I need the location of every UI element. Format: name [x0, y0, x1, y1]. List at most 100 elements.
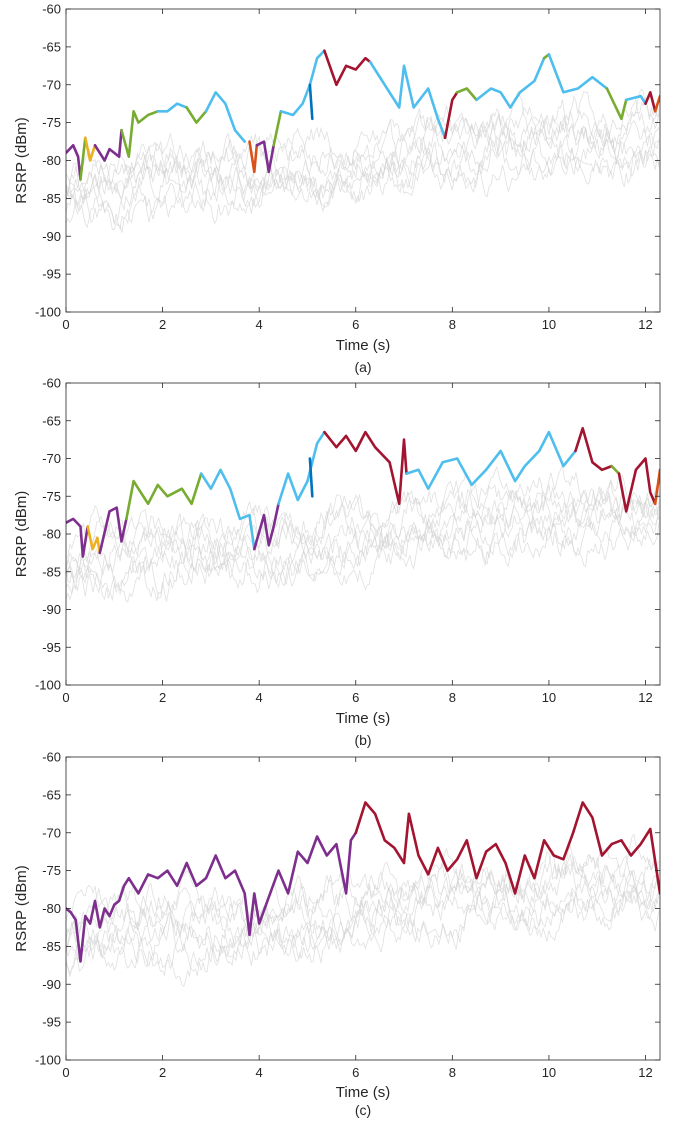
- plot-content: [66, 49, 660, 233]
- y-tick-label: -85: [42, 564, 61, 579]
- background-trace: [66, 477, 660, 591]
- x-tick-label: 6: [352, 1065, 359, 1080]
- series-segment-green: [120, 110, 160, 158]
- series-segment-dark_blue: [308, 457, 314, 498]
- background-trace: [66, 863, 660, 960]
- x-tick-label: 8: [449, 1065, 456, 1080]
- background-trace: [66, 480, 660, 594]
- background-trace: [66, 844, 660, 972]
- series-segment-purple: [66, 144, 82, 181]
- series-segment-dark_red: [644, 91, 657, 113]
- x-tick-label: 10: [542, 1065, 556, 1080]
- y-tick-label: -75: [42, 489, 61, 504]
- background-trace: [66, 474, 660, 601]
- x-tick-label: 0: [62, 317, 69, 332]
- series-segment-purple: [66, 517, 89, 558]
- y-tick-label: -60: [42, 750, 61, 765]
- series-segment-green: [610, 464, 621, 475]
- chart-panel-2: 0 2 4 6 8 10 12 -100 -95 -90 -85 -80 -75 -70 -65 -60 Tim…: [13, 376, 661, 748]
- series-segment-yellow: [86, 525, 102, 555]
- y-tick-label: -80: [42, 527, 61, 542]
- y-tick-label: -70: [42, 451, 61, 466]
- series-segment-yellow: [84, 136, 97, 162]
- series-segment-light_blue: [279, 49, 326, 117]
- series-segment-purple: [66, 831, 358, 963]
- series-segment-orange: [653, 94, 660, 113]
- panel-label: (a): [354, 359, 371, 375]
- plot-content: [66, 426, 660, 603]
- x-tick-label: 12: [638, 1065, 652, 1080]
- y-tick-label: -95: [42, 640, 61, 655]
- y-tick-label: -85: [42, 939, 61, 954]
- y-tick-label: -70: [42, 825, 61, 840]
- background-trace: [66, 484, 660, 594]
- series-segment-purple: [93, 128, 123, 162]
- series-segment-green: [605, 87, 628, 121]
- series-segment-green: [125, 472, 203, 521]
- x-tick-label: 2: [159, 690, 166, 705]
- background-trace: [66, 113, 660, 213]
- background-trace: [66, 465, 660, 588]
- y-tick-label: -60: [42, 2, 61, 17]
- y-tick-label: -60: [42, 376, 61, 391]
- series-segment-dark_red: [354, 801, 660, 895]
- series-segment-green: [455, 87, 478, 102]
- y-axis-label: RSRP (dBm): [13, 865, 30, 951]
- x-tick-label: 0: [62, 1065, 69, 1080]
- y-tick-label: -90: [42, 977, 61, 992]
- series-segment-light_blue: [368, 60, 447, 140]
- y-tick-label: -90: [42, 229, 61, 244]
- y-tick-label: -100: [35, 1053, 61, 1068]
- series-segment-dark_red: [323, 49, 372, 87]
- chart-panel-3: 0 2 4 6 8 10 12 -100 -95 -90 -85 -80 -75 -70 -65 -60 Tim…: [13, 750, 661, 1118]
- series-segment-light_blue: [199, 468, 256, 551]
- background-trace: [66, 112, 660, 214]
- x-axis-label: Time (s): [336, 1084, 390, 1101]
- series-segment-purple: [255, 140, 276, 174]
- y-tick-label: -70: [42, 77, 61, 92]
- x-tick-label: 2: [159, 1065, 166, 1080]
- background-trace: [66, 862, 660, 966]
- plot-content: [66, 801, 660, 988]
- panel-label: (c): [355, 1102, 371, 1118]
- series-segment-dark_red: [617, 457, 657, 513]
- series-segment-orange: [248, 140, 259, 174]
- chart-panel-1: 0 2 4 6 8 10 12 -100 -95 -90 -85 -80 -75 -70 -65 -60 Tim…: [13, 2, 661, 375]
- panel-label: (b): [354, 732, 371, 748]
- y-tick-label: -65: [42, 787, 61, 802]
- series-segment-light_blue: [277, 430, 326, 506]
- y-tick-label: -100: [35, 678, 61, 693]
- y-tick-label: -65: [42, 39, 61, 54]
- plot-area: [66, 383, 660, 685]
- x-tick-label: 12: [638, 690, 652, 705]
- x-tick-label: 12: [638, 317, 652, 332]
- y-axis-label: RSRP (dBm): [13, 491, 30, 577]
- series-segment-light_blue: [156, 102, 188, 113]
- x-tick-label: 4: [256, 317, 263, 332]
- y-tick-label: -80: [42, 901, 61, 916]
- x-tick-label: 10: [542, 317, 556, 332]
- y-tick-label: -80: [42, 153, 61, 168]
- series-segment-light_blue: [405, 430, 577, 491]
- background-trace: [66, 480, 660, 603]
- y-tick-label: -85: [42, 191, 61, 206]
- y-tick-label: -95: [42, 267, 61, 282]
- series-segment-light_blue: [547, 53, 609, 94]
- y-tick-label: -75: [42, 863, 61, 878]
- series-segment-purple: [253, 502, 280, 551]
- y-tick-label: -100: [35, 305, 61, 320]
- x-tick-label: 0: [62, 690, 69, 705]
- series-segment-dark_red: [443, 91, 459, 140]
- series-segment-purple: [98, 506, 128, 555]
- x-tick-label: 10: [542, 690, 556, 705]
- series-segment-dark_blue: [308, 83, 314, 121]
- x-tick-label: 6: [352, 690, 359, 705]
- series-segment-dark_red: [574, 426, 614, 472]
- y-axis-label: RSRP (dBm): [13, 117, 30, 203]
- x-axis-label: Time (s): [336, 337, 390, 354]
- background-trace: [66, 463, 660, 594]
- x-axis-label: Time (s): [336, 710, 390, 727]
- series-segment-light_blue: [475, 56, 546, 109]
